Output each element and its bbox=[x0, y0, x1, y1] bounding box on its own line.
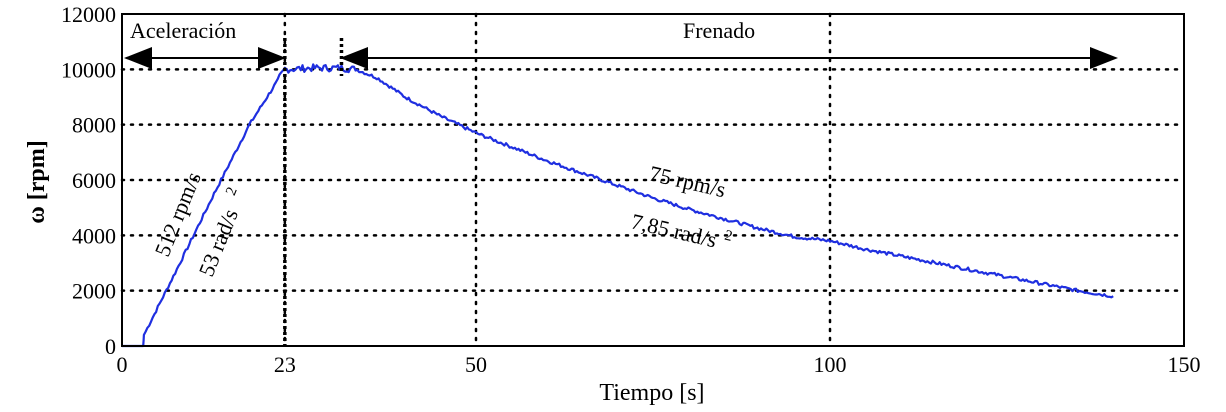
brake-rate-rad-group: 7,85 rad/s 2 bbox=[629, 209, 734, 253]
accel-rate-rpm-label: 512 rpm/s bbox=[149, 168, 205, 260]
accel-rate-rad-superscript: 2 bbox=[223, 185, 241, 198]
x-axis-title: Tiempo [s] bbox=[599, 380, 704, 406]
y-tick-label: 12000 bbox=[61, 2, 116, 27]
y-tick-label: 2000 bbox=[72, 279, 116, 304]
y-axis-title: ω [rpm] bbox=[24, 140, 50, 224]
accel-arrow bbox=[124, 47, 286, 69]
accel-rate-rad-label: 53 rad/s bbox=[193, 205, 243, 280]
x-tick-label: 100 bbox=[814, 352, 847, 377]
x-tick-label: 23 bbox=[274, 352, 296, 377]
tick-labels: 0 23 50 100 150 0 2000 4000 6000 8000 10000 12000 bbox=[61, 2, 1201, 377]
brake-rate-rad-superscript: 2 bbox=[723, 228, 734, 245]
y-tick-label: 0 bbox=[105, 334, 116, 359]
y-tick-label: 10000 bbox=[61, 57, 116, 82]
y-tick-label: 8000 bbox=[72, 113, 116, 138]
accel-rate-rad-group: 53 rad/s 2 bbox=[193, 185, 243, 280]
grid-lines bbox=[120, 12, 1186, 348]
phase-brake-label: Frenado bbox=[683, 18, 755, 43]
phase-markers bbox=[283, 38, 344, 346]
series-line-speed bbox=[122, 63, 1114, 348]
brake-rate-rpm-label: 75 rpm/s bbox=[647, 161, 728, 203]
brake-arrow bbox=[340, 47, 1118, 69]
x-tick-label: 0 bbox=[117, 352, 128, 377]
plot-frame bbox=[121, 13, 1185, 347]
y-tick-label: 6000 bbox=[72, 168, 116, 193]
y-tick-label: 4000 bbox=[72, 223, 116, 248]
x-tick-label: 50 bbox=[465, 352, 487, 377]
phase-accel-label: Aceleración bbox=[130, 18, 236, 43]
x-tick-label: 150 bbox=[1168, 352, 1201, 377]
